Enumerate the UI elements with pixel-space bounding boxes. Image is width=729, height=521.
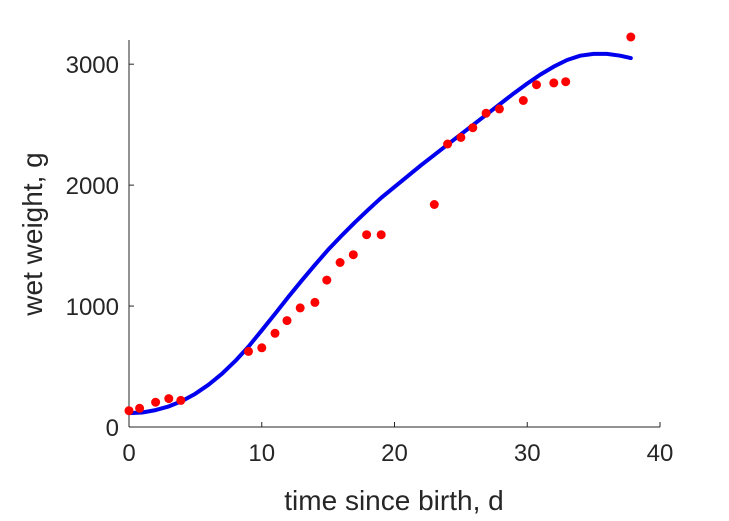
data-point	[518, 96, 528, 105]
x-tick-label: 0	[122, 440, 135, 467]
data-point	[561, 77, 571, 87]
x-tick-label: 20	[381, 440, 408, 467]
data-point	[257, 343, 267, 353]
data-point	[176, 395, 186, 405]
data-point	[124, 406, 134, 416]
axes	[128, 40, 660, 428]
data-point	[310, 297, 320, 307]
data-point	[494, 104, 504, 114]
data-point	[549, 78, 559, 88]
data-point	[348, 250, 358, 260]
data-point	[135, 403, 145, 413]
model-fit-line	[127, 51, 633, 416]
y-axis-label: wet weight, g	[17, 152, 48, 316]
data-point	[443, 139, 453, 149]
data-point	[626, 32, 636, 42]
data-point	[532, 80, 541, 90]
model-curve-layer	[127, 51, 633, 416]
data-point	[164, 394, 174, 404]
y-tick-label: 2000	[66, 173, 119, 200]
y-tick-label: 3000	[66, 52, 119, 79]
x-tick-label: 40	[647, 440, 674, 467]
data-point	[481, 108, 491, 118]
data-point	[151, 397, 161, 407]
x-tick-label: 30	[514, 440, 541, 467]
data-point	[282, 316, 292, 326]
y-tick-label: 1000	[66, 294, 119, 321]
data-point	[362, 230, 372, 240]
data-point	[376, 230, 386, 240]
data-point	[244, 346, 253, 356]
data-point	[456, 132, 466, 142]
x-tick-label: 10	[248, 440, 275, 467]
data-point	[429, 200, 439, 209]
y-tick-label: 0	[106, 415, 119, 442]
data-point	[295, 303, 305, 313]
data-point	[335, 258, 345, 267]
x-axis-label: time since birth, d	[284, 485, 503, 516]
data-point	[322, 275, 332, 285]
data-points-layer	[124, 32, 636, 416]
ticks: 0 10 20 30 40 0 1000 2000 3000	[66, 52, 674, 467]
data-point	[270, 328, 280, 338]
data-point	[468, 123, 478, 133]
